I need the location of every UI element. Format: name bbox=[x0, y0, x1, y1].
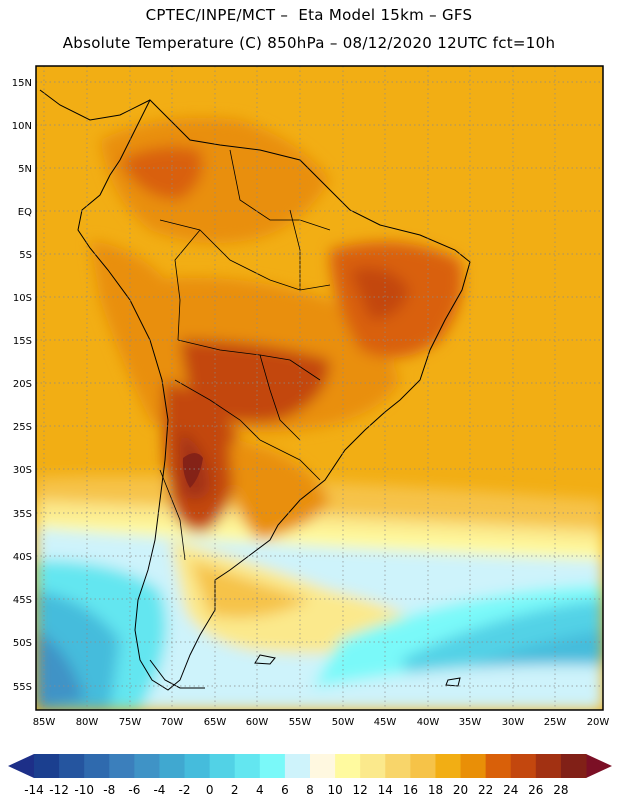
colorbar-swatch bbox=[510, 754, 537, 778]
lat-label: 10N bbox=[12, 121, 32, 132]
colorbar-label: -12 bbox=[49, 783, 69, 797]
colorbar-label: -8 bbox=[103, 783, 115, 797]
lat-label: 55S bbox=[13, 682, 32, 693]
colorbar-swatch bbox=[209, 754, 236, 778]
colorbar-swatch bbox=[234, 754, 261, 778]
colorbar-label: -14 bbox=[24, 783, 44, 797]
lat-label: 45S bbox=[13, 595, 32, 606]
colorbar-label: 22 bbox=[478, 783, 493, 797]
lon-label: 55W bbox=[289, 717, 312, 728]
lon-label: 45W bbox=[374, 717, 397, 728]
colorbar-overflow-triangle bbox=[586, 754, 612, 778]
colorbar-swatch bbox=[360, 754, 386, 778]
colorbar-swatch bbox=[134, 754, 160, 778]
lat-label: 5S bbox=[19, 250, 32, 261]
colorbar-label: 6 bbox=[281, 783, 289, 797]
colorbar-swatch bbox=[485, 754, 512, 778]
colorbar-label: 4 bbox=[256, 783, 264, 797]
colorbar-swatch bbox=[335, 754, 361, 778]
lat-label: 20S bbox=[13, 379, 32, 390]
colorbar-swatch bbox=[410, 754, 436, 778]
lon-label: 50W bbox=[332, 717, 355, 728]
plot-frame bbox=[35, 65, 604, 711]
colorbar-label: 20 bbox=[453, 783, 468, 797]
colorbar-swatch bbox=[435, 754, 462, 778]
colorbar-label: 26 bbox=[528, 783, 543, 797]
colorbar-swatch bbox=[59, 754, 85, 778]
lon-label: 80W bbox=[76, 717, 99, 728]
lon-label: 60W bbox=[246, 717, 269, 728]
lon-label: 75W bbox=[119, 717, 142, 728]
colorbar-label: 0 bbox=[206, 783, 214, 797]
colorbar-label: 12 bbox=[353, 783, 368, 797]
lon-label: 35W bbox=[459, 717, 482, 728]
map-title: CPTEC/INPE/MCT – Eta Model 15km – GFS bbox=[145, 6, 473, 24]
lat-label: 35S bbox=[13, 509, 32, 520]
colorbar-underflow-triangle bbox=[8, 754, 34, 778]
colorbar-swatch bbox=[535, 754, 562, 778]
colorbar-swatch bbox=[159, 754, 186, 778]
lon-label: 40W bbox=[417, 717, 440, 728]
colorbar-label: -6 bbox=[128, 783, 140, 797]
longitude-axis: 85W 80W 75W 70W 65W 60W 55W 50W 45W 40W … bbox=[33, 717, 610, 728]
colorbar-swatch bbox=[560, 754, 587, 778]
colorbar-swatch bbox=[385, 754, 411, 778]
colorbar-label: -2 bbox=[179, 783, 191, 797]
colorbar: -14 -12 -10 -8 -6 -4 -2 0 2 4 6 8 10 12 … bbox=[8, 754, 612, 797]
colorbar-label: 16 bbox=[403, 783, 418, 797]
lat-label: 25S bbox=[13, 422, 32, 433]
lat-label: 40S bbox=[13, 552, 32, 563]
colorbar-label: -4 bbox=[153, 783, 165, 797]
country-borders bbox=[159, 149, 331, 561]
colorbar-swatch bbox=[460, 754, 487, 778]
colorbar-swatch bbox=[109, 754, 135, 778]
colorbar-label: 2 bbox=[231, 783, 239, 797]
colorbar-label: 8 bbox=[306, 783, 314, 797]
colorbar-label: 18 bbox=[428, 783, 443, 797]
colorbar-label: 14 bbox=[378, 783, 393, 797]
lat-label: 30S bbox=[13, 465, 32, 476]
lat-label: 15N bbox=[12, 78, 32, 89]
colorbar-label: 10 bbox=[327, 783, 342, 797]
temperature-field bbox=[36, 66, 603, 710]
colorbar-swatch bbox=[259, 754, 286, 778]
lon-label: 25W bbox=[544, 717, 567, 728]
colorbar-swatch bbox=[34, 754, 60, 778]
colorbar-swatch bbox=[184, 754, 211, 778]
lon-label: 30W bbox=[502, 717, 525, 728]
lon-label: 70W bbox=[161, 717, 184, 728]
latitude-axis: 15N 10N 5N EQ 5S 10S 15S 20S 25S 30S 35S… bbox=[12, 78, 32, 693]
colorbar-swatch bbox=[284, 754, 311, 778]
lat-label: 15S bbox=[13, 336, 32, 347]
lat-label: 50S bbox=[13, 638, 32, 649]
colorbar-label: 28 bbox=[553, 783, 568, 797]
graticule bbox=[36, 66, 603, 710]
lat-label: EQ bbox=[18, 207, 32, 218]
colorbar-swatch bbox=[310, 754, 336, 778]
map-subtitle: Absolute Temperature (C) 850hPa – 08/12/… bbox=[62, 34, 556, 52]
lon-label: 65W bbox=[204, 717, 227, 728]
lon-label: 20W bbox=[587, 717, 610, 728]
lat-label: 10S bbox=[13, 293, 32, 304]
lon-label: 85W bbox=[33, 717, 56, 728]
colorbar-label: -10 bbox=[74, 783, 94, 797]
colorbar-label: 24 bbox=[503, 783, 518, 797]
colorbar-swatch bbox=[84, 754, 110, 778]
lat-label: 5N bbox=[18, 164, 32, 175]
